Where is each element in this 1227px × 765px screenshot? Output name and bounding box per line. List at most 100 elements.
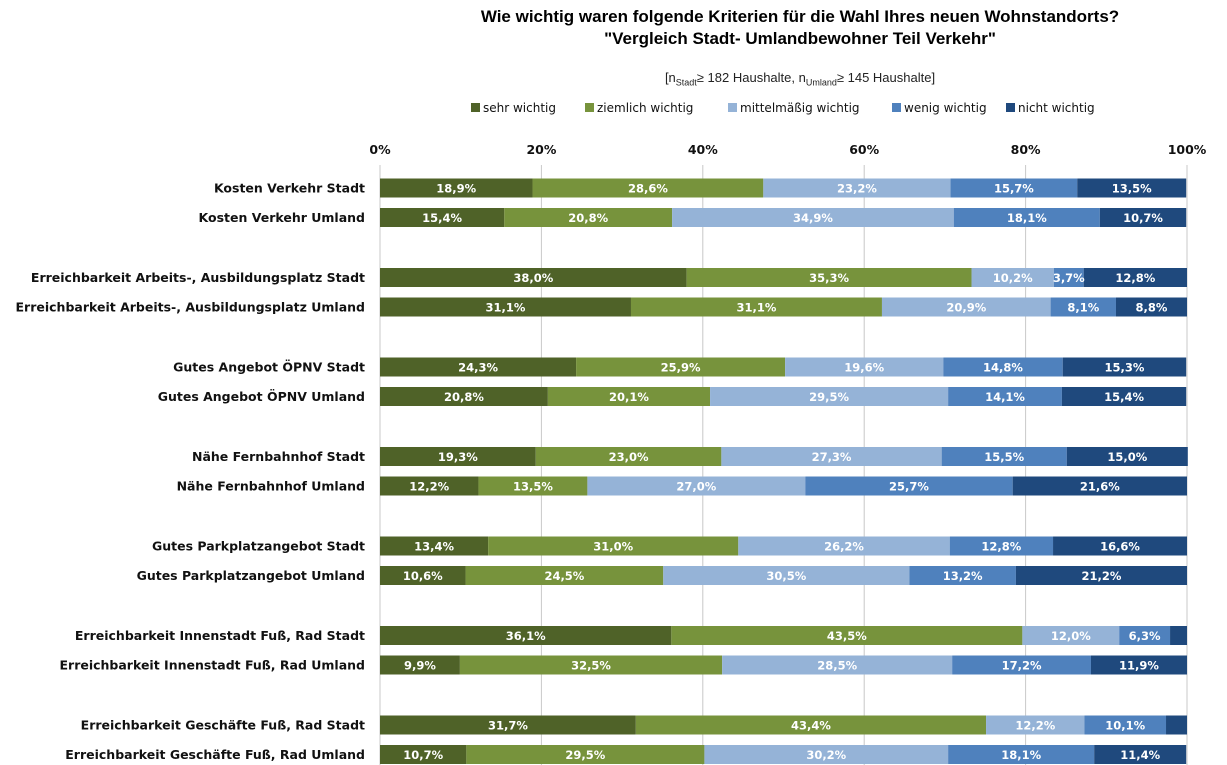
- bar-segment: [1015, 566, 1187, 585]
- data-label: 11,4%: [1120, 748, 1160, 762]
- data-label: 10,7%: [403, 748, 443, 762]
- bar-segment: [738, 536, 950, 556]
- bar-segment: [587, 476, 806, 496]
- category-label: Kosten Verkehr Stadt: [214, 181, 365, 196]
- data-label: 10,6%: [403, 569, 443, 583]
- data-label: 27,0%: [676, 480, 716, 494]
- bar-segment: [949, 536, 1054, 556]
- bar-segment: [1022, 626, 1120, 645]
- bar-segment: [952, 655, 1091, 675]
- data-label: 12,0%: [1051, 629, 1091, 643]
- data-label: 15,3%: [1105, 361, 1145, 375]
- data-label: 31,1%: [486, 301, 526, 315]
- bar-segment: [686, 268, 972, 287]
- sample-note-sub-umland: Umland: [805, 77, 837, 88]
- category-label: Erreichbarkeit Geschäfte Fuß, Rad Stadt: [81, 718, 365, 733]
- x-tick-label: 60%: [849, 142, 879, 157]
- data-label: 25,9%: [661, 361, 701, 375]
- bar-segment: [630, 297, 882, 317]
- data-label: 17,2%: [1002, 659, 1042, 673]
- bar-segment: [1166, 715, 1187, 735]
- bar-segment: [1050, 297, 1116, 317]
- bar-segment: [535, 447, 722, 466]
- legend-label: mittelmäßig wichtig: [740, 101, 860, 115]
- sample-note-sub-stadt: Stadt: [675, 77, 697, 88]
- data-label: 15,4%: [422, 211, 462, 225]
- data-label: 18,1%: [1007, 211, 1047, 225]
- data-label: 21,2%: [1082, 569, 1122, 583]
- bar-segment: [478, 476, 588, 496]
- bar-segment: [635, 715, 987, 735]
- data-label: 25,7%: [889, 480, 929, 494]
- bar-segments: [380, 178, 1188, 764]
- bar-segment: [380, 357, 577, 377]
- legend-swatch: [585, 103, 594, 112]
- data-label: 15,0%: [1107, 450, 1147, 464]
- data-label: 8,8%: [1136, 301, 1168, 315]
- category-label: Gutes Angebot ÖPNV Umland: [158, 389, 365, 404]
- bar-segment: [1066, 447, 1188, 466]
- data-label: 15,7%: [994, 182, 1034, 196]
- bar-segment: [986, 715, 1085, 735]
- data-label: 19,6%: [844, 361, 884, 375]
- legend-swatch: [892, 103, 901, 112]
- legend-swatch: [1006, 103, 1015, 112]
- bar-segment: [465, 566, 664, 585]
- data-label: 15,5%: [984, 450, 1024, 464]
- data-label: 27,3%: [812, 450, 852, 464]
- data-label: 6,3%: [1129, 629, 1161, 643]
- x-tick-label: 20%: [526, 142, 556, 157]
- data-label: 8,1%: [1067, 301, 1099, 315]
- bar-segment: [948, 745, 1095, 764]
- category-label: Erreichbarkeit Geschäfte Fuß, Rad Umland: [65, 747, 365, 762]
- bar-segment: [672, 208, 954, 227]
- bar-segment: [380, 387, 548, 406]
- data-label: 23,2%: [837, 182, 877, 196]
- data-label: 20,8%: [568, 211, 608, 225]
- category-label: Gutes Parkplatzangebot Stadt: [152, 539, 365, 554]
- data-label: 29,5%: [565, 748, 605, 762]
- bar-segment: [909, 566, 1016, 585]
- bar-segment: [380, 745, 467, 764]
- category-label: Nähe Fernbahnhof Stadt: [192, 449, 365, 464]
- bar-segment: [1083, 268, 1187, 287]
- data-label: 11,9%: [1119, 659, 1159, 673]
- data-label: 36,1%: [506, 629, 546, 643]
- data-label: 18,9%: [436, 182, 476, 196]
- data-label: 13,2%: [943, 569, 983, 583]
- value-labels: 18,9% 28,6% 23,2% 15,7% 13,5% 15,4% 20,8% 34,9%…: [403, 182, 1168, 763]
- bar-segment: [941, 447, 1067, 466]
- bar-segment: [504, 208, 673, 227]
- data-label: 29,5%: [809, 390, 849, 404]
- x-axis-tick-labels: 0% 20% 40% 60% 80% 100%: [369, 142, 1206, 157]
- data-label: 10,2%: [993, 271, 1033, 285]
- bar-segment: [1170, 626, 1187, 645]
- legend-label: nicht wichtig: [1018, 101, 1095, 115]
- category-label: Kosten Verkehr Umland: [199, 210, 365, 225]
- legend: sehr wichtig ziemlich wichtig mittelmäßig …: [471, 101, 1095, 115]
- bar-segment: [380, 626, 672, 645]
- data-label: 20,9%: [946, 301, 986, 315]
- bar-segment: [971, 268, 1054, 287]
- data-label: 31,0%: [593, 540, 633, 554]
- bar-segment: [1099, 208, 1187, 227]
- data-label: 30,5%: [766, 569, 806, 583]
- bar-segment: [1115, 297, 1187, 317]
- bar-segment: [710, 387, 949, 406]
- data-label: 31,7%: [488, 719, 528, 733]
- data-label: 43,4%: [791, 719, 831, 733]
- bar-segment: [950, 178, 1078, 198]
- data-label: 9,9%: [404, 659, 436, 673]
- category-label: Erreichbarkeit Innenstadt Fuß, Rad Umlan…: [59, 658, 365, 673]
- sample-note-open: [n: [664, 70, 676, 85]
- x-tick-label: 40%: [688, 142, 718, 157]
- bar-segment: [466, 745, 705, 764]
- data-label: 23,0%: [609, 450, 649, 464]
- data-label: 14,1%: [985, 390, 1025, 404]
- data-label: 43,5%: [827, 629, 867, 643]
- bar-segment: [948, 387, 1062, 406]
- chart-title-line2: "Vergleich Stadt- Umlandbewohner Teil Ve…: [604, 29, 996, 48]
- bar-segment: [380, 476, 479, 496]
- bar-segment: [576, 357, 786, 377]
